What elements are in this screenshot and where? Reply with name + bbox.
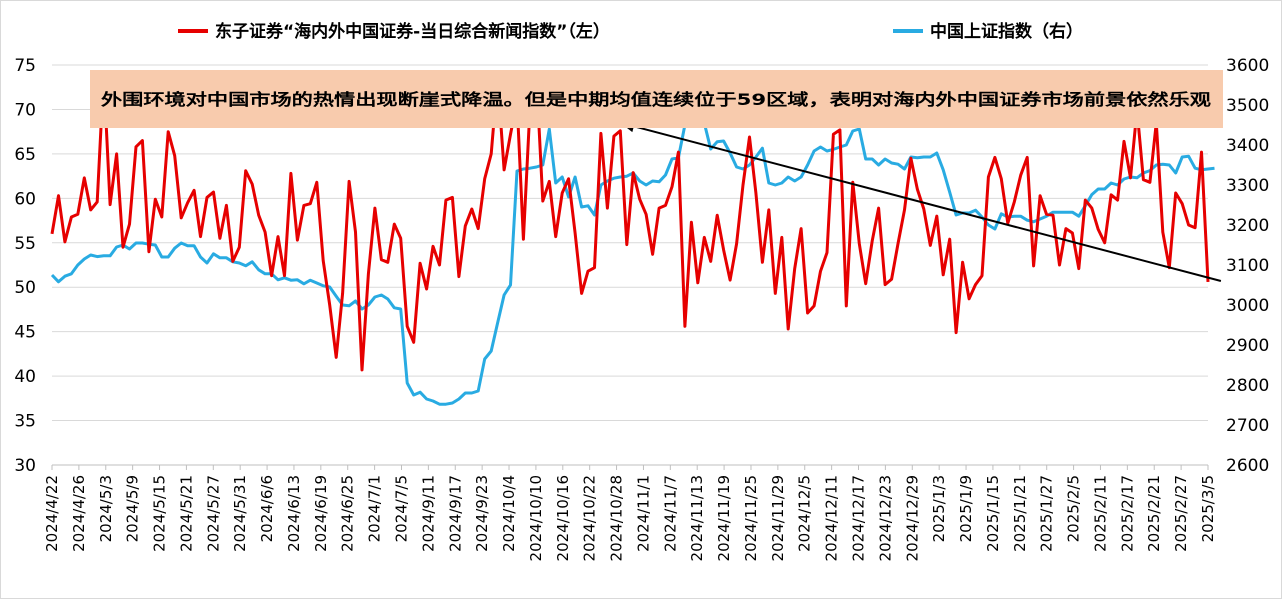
legend: 东子证券“海内外中国证券-当日综合新闻指数”（左） 中国上证指数（右）: [178, 21, 1083, 42]
right-y-tick-label: 2700: [1226, 416, 1269, 436]
x-tick-label: 2025/2/27: [1172, 475, 1190, 552]
right-y-tick-label: 2600: [1226, 456, 1269, 476]
x-tick-label: 2024/11/1: [634, 475, 652, 552]
left-y-tick-label: 50: [14, 278, 36, 298]
x-tick-label: 2025/1/21: [1011, 475, 1029, 552]
series-line-news-index: [50, 72, 1210, 372]
x-tick-label: 2024/5/9: [124, 475, 142, 542]
left-y-tick-label: 35: [14, 412, 36, 432]
left-y-tick-label: 30: [14, 456, 36, 476]
left-y-tick-label: 45: [14, 323, 36, 343]
left-y-tick-label: 70: [14, 100, 36, 120]
x-tick-label: 2025/2/21: [1145, 475, 1163, 552]
annotation-background: [90, 70, 1223, 128]
right-y-tick-label: 3500: [1226, 96, 1269, 116]
x-tick-label: 2024/4/22: [43, 475, 61, 552]
left-y-tick-label: 40: [14, 367, 36, 387]
x-tick-label: 2024/6/19: [312, 475, 330, 552]
x-tick-label: 2024/10/4: [500, 475, 518, 552]
x-tick-label: 2024/12/11: [823, 475, 841, 561]
x-tick-label: 2024/11/7: [661, 475, 679, 552]
x-tick-label: 2024/10/10: [527, 475, 545, 561]
x-tick-label: 2024/11/13: [688, 475, 706, 561]
x-tick-label: 2024/9/11: [419, 475, 437, 552]
x-tick-label: 2024/5/31: [231, 475, 249, 552]
x-tick-label: 2024/10/16: [554, 475, 572, 561]
x-tick-label: 2024/5/3: [97, 475, 115, 542]
legend-label-news-index: 东子证券“海内外中国证券-当日综合新闻指数”（左）: [215, 21, 610, 42]
x-tick-label: 2024/12/29: [903, 475, 921, 561]
x-tick-label: 2024/9/17: [446, 475, 464, 552]
x-tick-label: 2024/10/22: [581, 475, 599, 561]
right-y-tick-label: 2900: [1226, 336, 1269, 356]
x-tick-label: 2024/6/6: [258, 475, 276, 542]
left-y-tick-label: 60: [14, 189, 36, 209]
x-tick-label: 2024/12/23: [876, 475, 894, 561]
x-tick-label: 2024/6/25: [339, 475, 357, 552]
left-y-tick-label: 65: [14, 145, 36, 165]
annotation-text: 外围环境对中国市场的热情出现断崖式降温。但是中期均值连续位于59区域，表明对海内…: [100, 90, 1211, 109]
x-tick-label: 2025/1/27: [1038, 475, 1056, 552]
x-tick-label: 2024/5/27: [204, 475, 222, 552]
x-tick-label: 2024/4/26: [70, 475, 88, 552]
x-tick-label: 2024/11/25: [742, 475, 760, 561]
right-y-tick-label: 3000: [1226, 296, 1269, 316]
x-tick-label: 2025/3/5: [1199, 475, 1217, 542]
x-tick-label: 2024/11/19: [715, 475, 733, 561]
x-tick-label: 2024/6/13: [285, 475, 303, 552]
x-tick-label: 2024/9/23: [473, 475, 491, 552]
x-tick-label: 2025/1/15: [984, 475, 1002, 552]
right-y-axis: 2600 2700 2800 2900 3000 3100 3200 3300 3400 3500…: [1226, 56, 1269, 476]
trend-arrow-line: [620, 121, 1222, 282]
right-y-tick-label: 3200: [1226, 216, 1269, 236]
legend-label-sse-index: 中国上证指数（右）: [930, 21, 1083, 42]
left-y-tick-label: 75: [14, 56, 36, 76]
right-y-tick-label: 3400: [1226, 136, 1269, 156]
x-tick-label: 2024/12/17: [850, 475, 868, 561]
left-y-axis: 30 35 40 45 50 55 60 65 70 75: [14, 56, 36, 476]
x-tick-label: 2025/2/17: [1118, 475, 1136, 552]
right-y-tick-label: 3300: [1226, 176, 1269, 196]
left-y-tick-label: 55: [14, 234, 36, 254]
x-tick-label: 2024/11/29: [769, 475, 787, 561]
x-tick-label: 2024/5/15: [151, 475, 169, 552]
right-y-tick-label: 3100: [1226, 256, 1269, 276]
series-lines: [50, 72, 1215, 406]
x-tick-label: 2025/1/9: [957, 475, 975, 542]
x-tick-label: 2025/2/11: [1091, 475, 1109, 552]
x-tick-label: 2024/12/5: [796, 475, 814, 552]
x-tick-label: 2024/5/21: [177, 475, 195, 552]
x-axis: 2024/4/22 2024/4/26 2024/5/3 2024/5/9 2024/5…: [43, 464, 1217, 561]
x-tick-label: 2025/1/3: [930, 475, 948, 542]
x-tick-label: 2024/7/1: [366, 475, 384, 542]
x-tick-label: 2025/2/5: [1065, 475, 1083, 542]
x-tick-label: 2024/7/5: [392, 475, 410, 542]
annotation-box: 外围环境对中国市场的热情出现断崖式降温。但是中期均值连续位于59区域，表明对海内…: [90, 70, 1223, 128]
right-y-tick-label: 2800: [1226, 376, 1269, 396]
right-y-tick-label: 3600: [1226, 56, 1269, 76]
x-tick-label: 2024/10/28: [608, 475, 626, 561]
